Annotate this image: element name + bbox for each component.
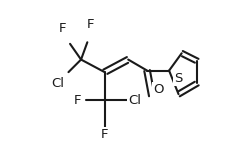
Text: F: F bbox=[87, 18, 94, 32]
Text: F: F bbox=[74, 94, 82, 107]
Text: Cl: Cl bbox=[51, 77, 64, 90]
Text: F: F bbox=[101, 128, 108, 141]
Text: O: O bbox=[153, 83, 163, 96]
Text: S: S bbox=[174, 72, 183, 85]
Text: F: F bbox=[59, 22, 66, 35]
Text: Cl: Cl bbox=[128, 94, 141, 107]
